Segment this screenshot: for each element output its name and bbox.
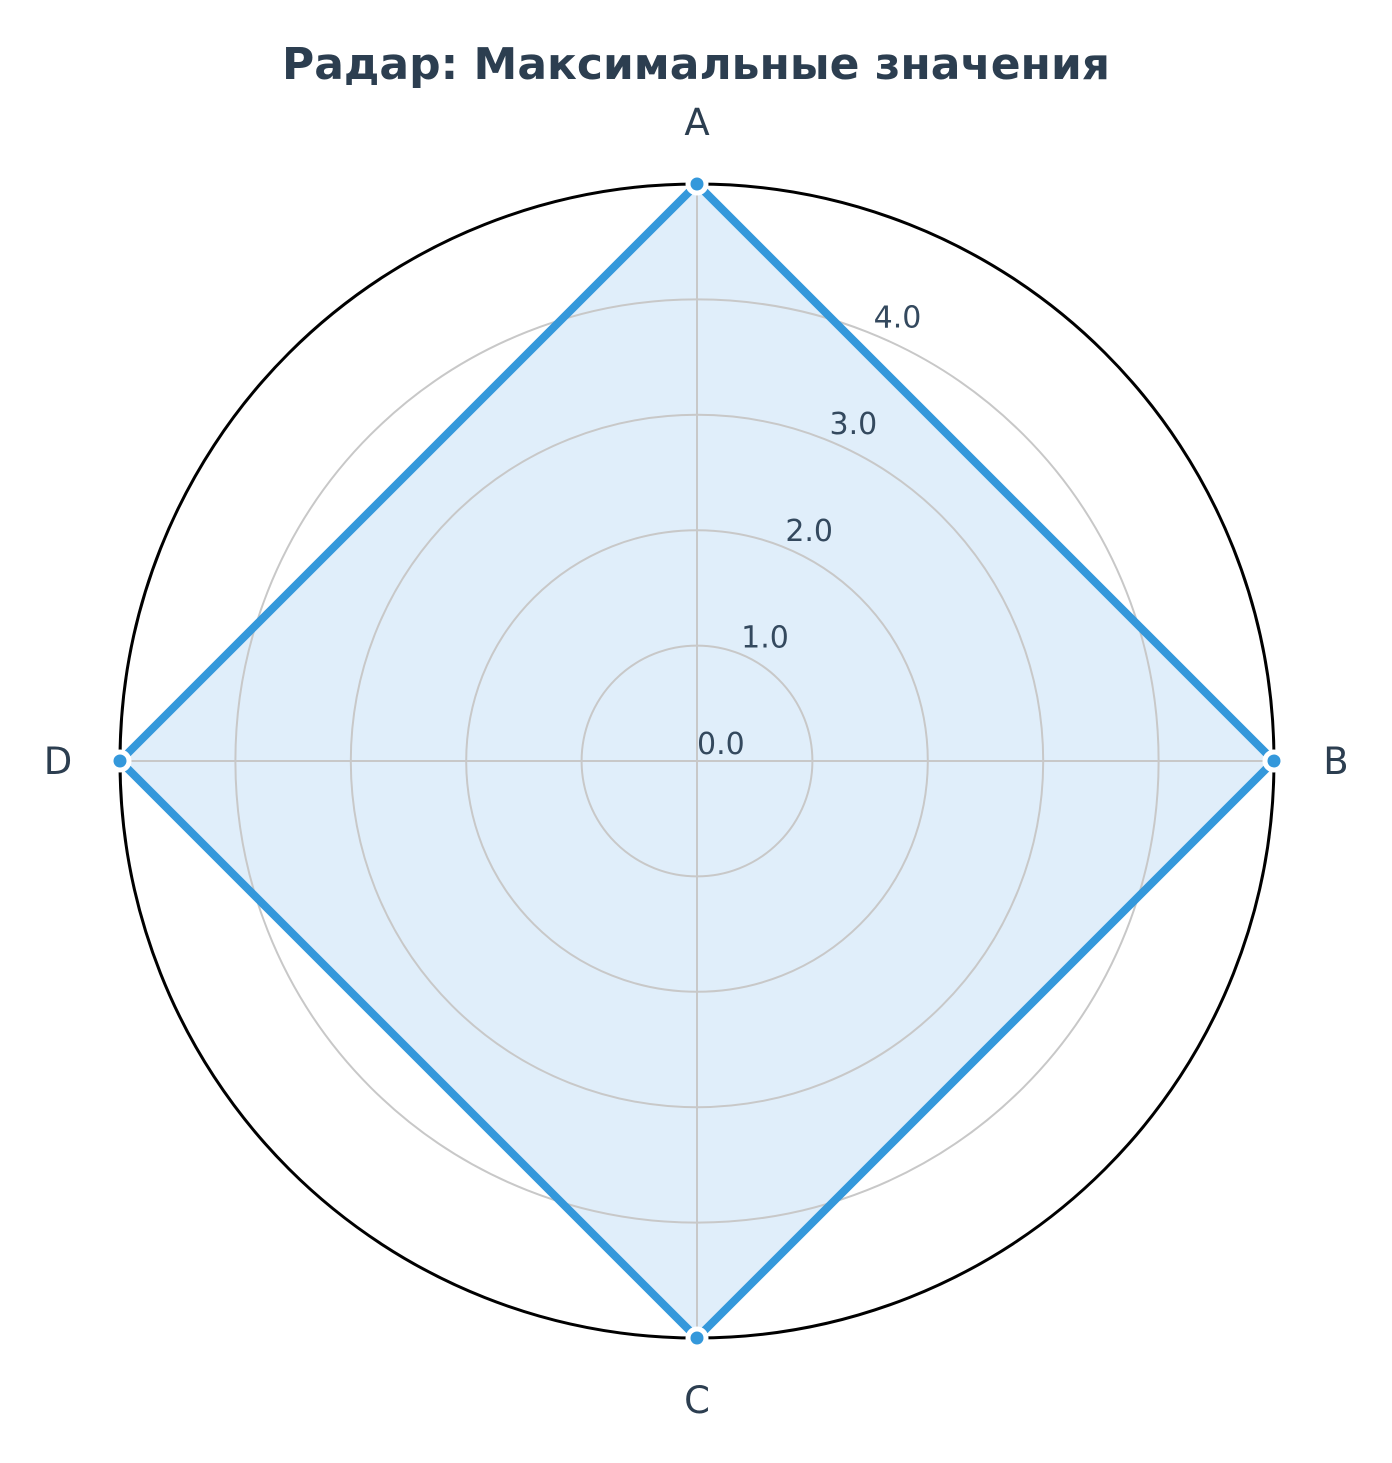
- radar-grid: [120, 184, 1274, 1338]
- r-tick-label: 0.0: [697, 727, 745, 762]
- point-d: [108, 749, 132, 773]
- r-tick-label: 2.0: [785, 514, 833, 549]
- r-tick-label: 1.0: [741, 620, 789, 655]
- r-tick-label: 4.0: [874, 301, 922, 336]
- category-label-a: A: [684, 101, 709, 144]
- chart-title: Радар: Максимальные значения: [281, 39, 1111, 90]
- category-label-d: D: [44, 740, 73, 783]
- point-a: [685, 172, 709, 196]
- point-c: [685, 1326, 709, 1350]
- category-label-b: B: [1323, 740, 1348, 783]
- radar-labels: 0.0 1.0 2.0 3.0 4.0 A B C D: [44, 101, 1349, 1422]
- point-b: [1262, 749, 1286, 773]
- r-tick-label: 3.0: [829, 407, 877, 442]
- category-label-c: C: [684, 1379, 710, 1422]
